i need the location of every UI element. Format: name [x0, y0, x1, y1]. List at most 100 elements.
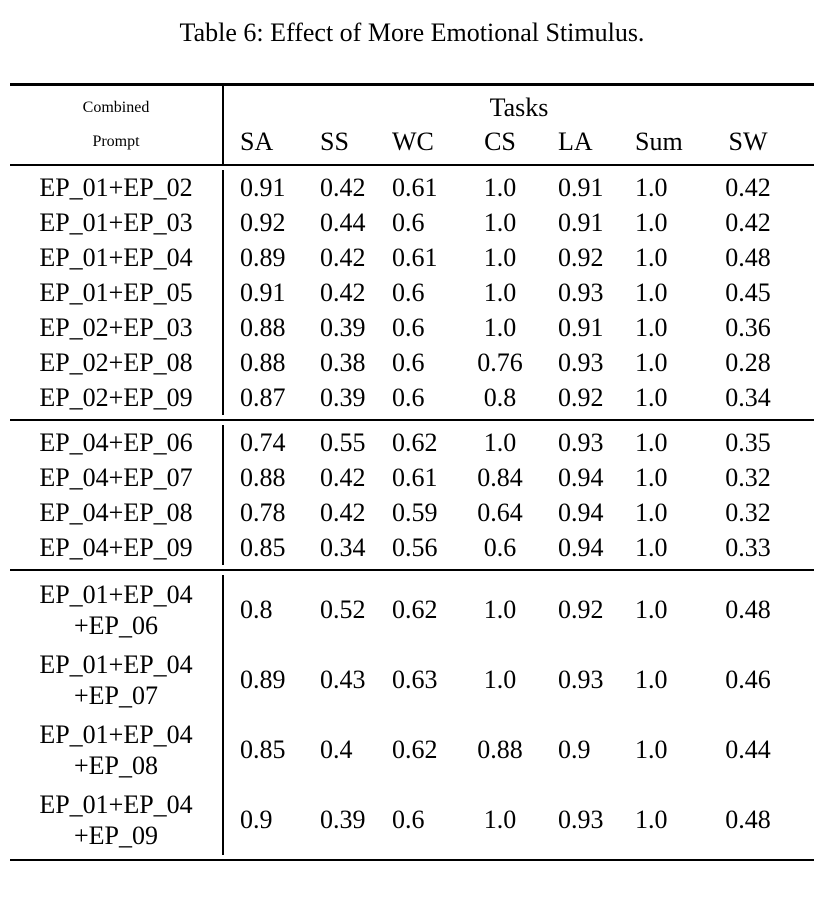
cell-value: 1.0 — [635, 243, 668, 272]
cell-value: 1.0 — [635, 595, 668, 624]
cell-value: 0.93 — [558, 665, 604, 694]
cell-value: 0.44 — [320, 208, 366, 237]
cell-value: 0.91 — [240, 278, 286, 307]
cell-value: 0.8 — [483, 383, 517, 412]
cell-value: 0.91 — [558, 173, 604, 202]
results-table: Combined Prompt Tasks SA SS WC CS LA Sum SW EP… — [10, 83, 814, 861]
cell-value: 0.9 — [240, 805, 273, 834]
cell-value: 0.48 — [725, 805, 771, 834]
row-values: 0.74 0.55 0.62 1.0 0.93 1.0 0.35 — [222, 425, 814, 460]
cell-value: 0.61 — [392, 463, 438, 492]
row-values: 0.88 0.39 0.6 1.0 0.91 1.0 0.36 — [222, 310, 814, 345]
cell-value: 0.74 — [240, 428, 286, 457]
combined-prompt-line: EP_01+EP_02 — [39, 173, 193, 202]
cell-value: 0.87 — [240, 383, 286, 412]
row-values: 0.92 0.44 0.6 1.0 0.91 1.0 0.42 — [222, 205, 814, 240]
task-column-header-la: LA — [558, 127, 593, 156]
cell-value: 1.0 — [483, 313, 517, 342]
combined-prompt-line: EP_01+EP_04 — [39, 580, 193, 609]
row-values: 0.87 0.39 0.6 0.8 0.92 1.0 0.34 — [222, 380, 814, 415]
cell-value: 0.93 — [558, 278, 604, 307]
cell-value: 1.0 — [483, 278, 517, 307]
combined-prompt-header-line1: Combined — [82, 99, 150, 116]
table-section-2: EP_04+EP_06 0.74 0.55 0.62 1.0 0.93 1.0 0.35 EP_… — [10, 421, 814, 569]
cell-value: 0.6 — [392, 278, 425, 307]
combined-prompt-cell: EP_01+EP_05 — [10, 275, 222, 310]
cell-value: 0.89 — [240, 665, 286, 694]
cell-value: 0.9 — [558, 735, 591, 764]
combined-prompt-line: EP_01+EP_03 — [39, 208, 193, 237]
combined-prompt-cell: EP_01+EP_04 — [10, 240, 222, 275]
bottom-rule — [10, 859, 814, 861]
cell-value: 0.63 — [392, 665, 438, 694]
combined-prompt-line: EP_04+EP_07 — [39, 463, 193, 492]
task-column-header-wc: WC — [392, 127, 434, 156]
combined-prompt-cell: EP_02+EP_08 — [10, 345, 222, 380]
cell-value: 0.94 — [558, 463, 604, 492]
cell-value: 0.62 — [392, 735, 438, 764]
combined-prompt-line: EP_01+EP_04 — [39, 790, 193, 819]
cell-value: 1.0 — [483, 665, 517, 694]
cell-value: 0.44 — [725, 735, 771, 764]
combined-prompt-line: EP_01+EP_05 — [39, 278, 193, 307]
cell-value: 1.0 — [483, 428, 517, 457]
task-column-header-sa: SA — [240, 127, 274, 156]
cell-value: 0.6 — [392, 383, 425, 412]
combined-prompt-cell: EP_01+EP_02 — [10, 170, 222, 205]
cell-value: 0.42 — [320, 278, 366, 307]
combined-prompt-cell: EP_04+EP_08 — [10, 495, 222, 530]
cell-value: 0.88 — [477, 735, 523, 764]
cell-value: 1.0 — [635, 498, 668, 527]
row-values: 0.88 0.38 0.6 0.76 0.93 1.0 0.28 — [222, 345, 814, 380]
cell-value: 0.91 — [240, 173, 286, 202]
combined-prompt-line: EP_02+EP_08 — [39, 348, 193, 377]
cell-value: 0.84 — [477, 463, 523, 492]
cell-value: 0.42 — [320, 498, 366, 527]
combined-prompt-line: EP_01+EP_04 — [39, 243, 193, 272]
cell-value: 1.0 — [635, 173, 668, 202]
table-caption: Table 6: Effect of More Emotional Stimul… — [179, 18, 645, 47]
table-row: EP_02+EP_08 0.88 0.38 0.6 0.76 0.93 1.0 0.28 — [10, 345, 814, 380]
table-row: EP_02+EP_09 0.87 0.39 0.6 0.8 0.92 1.0 0.34 — [10, 380, 814, 415]
row-values: 0.91 0.42 0.61 1.0 0.91 1.0 0.42 — [222, 170, 814, 205]
cell-value: 0.91 — [558, 313, 604, 342]
cell-value: 0.48 — [725, 243, 771, 272]
cell-value: 0.28 — [725, 348, 771, 377]
cell-value: 1.0 — [635, 383, 668, 412]
task-column-headers: SA SS WC CS LA Sum SW — [224, 125, 814, 159]
cell-value: 0.33 — [725, 533, 771, 562]
cell-value: 1.0 — [483, 805, 517, 834]
cell-value: 0.42 — [725, 173, 771, 202]
combined-prompt-line: +EP_07 — [73, 681, 158, 710]
row-values: 0.8 0.52 0.62 1.0 0.92 1.0 0.48 — [222, 575, 814, 645]
combined-prompt-line: EP_02+EP_09 — [39, 383, 193, 412]
table-row: EP_04+EP_07 0.88 0.42 0.61 0.84 0.94 1.0 0.32 — [10, 460, 814, 495]
cell-value: 0.61 — [392, 243, 438, 272]
cell-value: 0.92 — [558, 383, 604, 412]
cell-value: 0.46 — [725, 665, 771, 694]
cell-value: 0.52 — [320, 595, 366, 624]
cell-value: 1.0 — [635, 278, 668, 307]
header-rule — [10, 164, 814, 166]
cell-value: 0.93 — [558, 805, 604, 834]
table-row: EP_02+EP_03 0.88 0.39 0.6 1.0 0.91 1.0 0.36 — [10, 310, 814, 345]
row-values: 0.85 0.4 0.62 0.88 0.9 1.0 0.44 — [222, 715, 814, 785]
cell-value: 1.0 — [635, 533, 668, 562]
combined-prompt-cell: EP_04+EP_07 — [10, 460, 222, 495]
cell-value: 1.0 — [483, 595, 517, 624]
combined-prompt-line: EP_01+EP_04 — [39, 720, 193, 749]
cell-value: 0.93 — [558, 348, 604, 377]
task-column-header-cs: CS — [484, 127, 516, 156]
cell-value: 0.94 — [558, 498, 604, 527]
cell-value: 0.88 — [240, 463, 286, 492]
cell-value: 0.78 — [240, 498, 286, 527]
cell-value: 0.6 — [392, 805, 425, 834]
cell-value: 0.34 — [320, 533, 366, 562]
combined-prompt-cell: EP_01+EP_04 +EP_08 — [10, 715, 222, 785]
table-row: EP_01+EP_05 0.91 0.42 0.6 1.0 0.93 1.0 0.45 — [10, 275, 814, 310]
row-values: 0.9 0.39 0.6 1.0 0.93 1.0 0.48 — [222, 785, 814, 855]
section-rule — [10, 569, 814, 571]
cell-value: 0.42 — [320, 243, 366, 272]
row-values: 0.91 0.42 0.6 1.0 0.93 1.0 0.45 — [222, 275, 814, 310]
cell-value: 0.36 — [725, 313, 771, 342]
